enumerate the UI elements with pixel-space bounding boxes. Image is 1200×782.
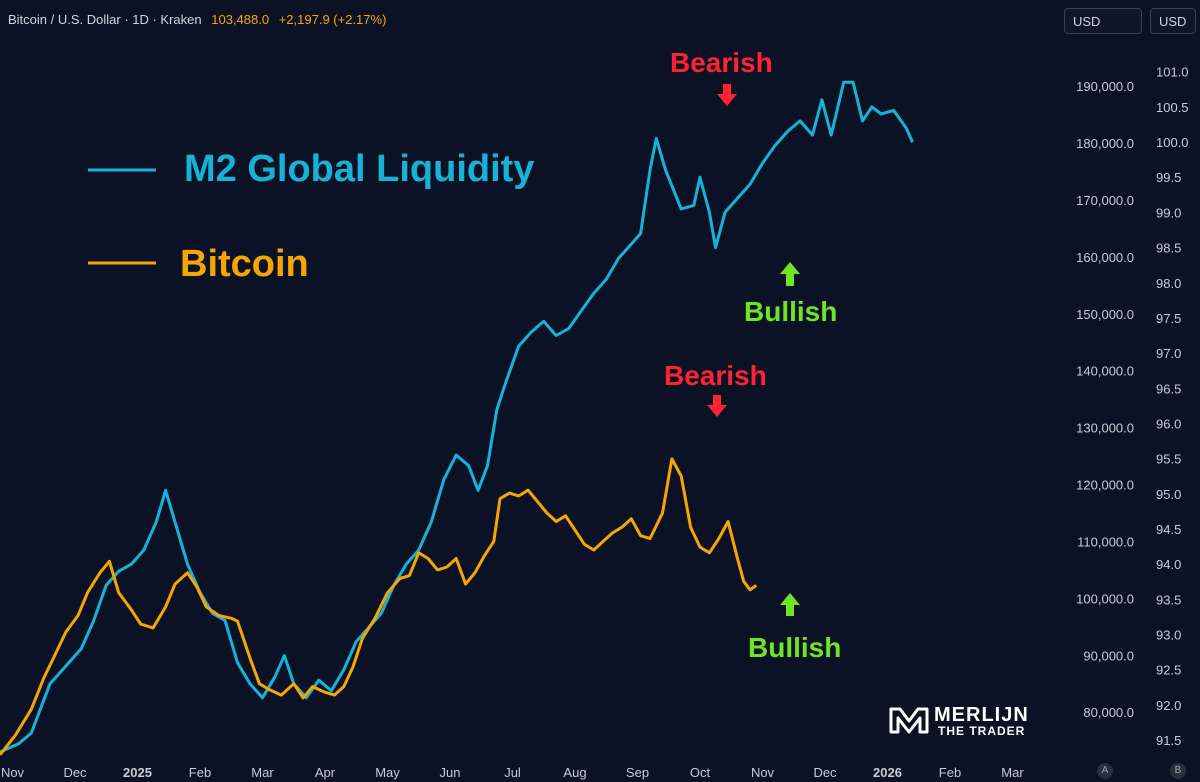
btc-bearish-arrow-icon [707, 395, 727, 417]
symbol-header: Bitcoin / U.S. Dollar · 1D · Kraken 103,… [8, 12, 386, 27]
symbol-title: Bitcoin / U.S. Dollar · 1D · Kraken [8, 12, 202, 27]
right-axis-tick-label: 100.5 [1156, 100, 1189, 115]
right-axis-currency-button[interactable]: USD [1150, 8, 1196, 34]
right-axis-tick-label: 98.0 [1156, 276, 1181, 291]
right-axis-tick-label: 98.5 [1156, 241, 1181, 256]
left-axis-tick-label: 160,000.0 [1076, 250, 1134, 265]
left-axis-tick-label: 80,000.0 [1083, 705, 1134, 720]
m2-bearish-arrow-icon [717, 84, 737, 106]
right-axis-tick-label: 97.0 [1156, 346, 1181, 361]
left-axis-tick-labels: 190,000.0 180,000.0 170,000.0 160,000.0 150,… [1076, 79, 1134, 720]
right-axis-tick-label: 93.5 [1156, 592, 1181, 607]
right-axis-tick-label: 91.5 [1156, 733, 1181, 748]
price-change: +2,197.9 (+2.17%) [278, 12, 387, 27]
x-axis-tick-label: Mar [1001, 765, 1024, 780]
right-axis-tick-label: 100.0 [1156, 135, 1189, 150]
right-axis-tick-label: 94.0 [1156, 557, 1181, 572]
logo-name: MERLIJN [934, 704, 1029, 726]
x-axis-tick-label: Jul [504, 765, 521, 780]
left-axis-tick-label: 120,000.0 [1076, 478, 1134, 493]
x-axis-tick-label: Jun [440, 765, 461, 780]
left-axis-currency-button[interactable]: USD [1064, 8, 1142, 34]
m2-global-liquidity-line [0, 80, 914, 754]
right-axis-tick-label: 99.5 [1156, 170, 1181, 185]
m2-bearish-label: Bearish [670, 47, 773, 78]
right-axis-tick-labels: 101.0 100.5 100.0 99.5 99.0 98.5 98.0 97.5 97.0 9… [1156, 65, 1189, 748]
right-axis-tick-label: 95.0 [1156, 487, 1181, 502]
right-axis-tick-label: 92.5 [1156, 663, 1181, 678]
x-axis-tick-label: May [375, 765, 400, 780]
logo-tagline: THE TRADER [938, 724, 1026, 738]
left-axis-tick-label: 100,000.0 [1076, 591, 1134, 606]
legend-label-m2: M2 Global Liquidity [184, 148, 534, 190]
left-axis-tick-label: 180,000.0 [1076, 136, 1134, 151]
left-axis-tick-label: 130,000.0 [1076, 421, 1134, 436]
x-axis-tick-label: Dec [63, 765, 87, 780]
left-axis-tick-label: 90,000.0 [1083, 648, 1134, 663]
m2-bullish-label: Bullish [744, 296, 837, 327]
merlijn-logo: MERLIJN THE TRADER [888, 704, 1048, 738]
x-axis-tick-label: Feb [939, 765, 961, 780]
auto-scale-button[interactable]: A [1097, 763, 1113, 779]
right-axis-tick-label: 97.5 [1156, 311, 1181, 326]
x-axis-tick-label: Feb [189, 765, 211, 780]
left-axis-tick-label: 190,000.0 [1076, 79, 1134, 94]
x-axis-tick-label: 2026 [873, 765, 902, 780]
bitcoin-line [0, 457, 758, 756]
x-axis-tick-label: Aug [563, 765, 586, 780]
x-axis-tick-label: Nov [751, 765, 775, 780]
x-axis-tick-label: 2025 [123, 765, 152, 780]
axis-b-button[interactable]: B [1170, 763, 1186, 779]
left-axis-tick-label: 150,000.0 [1076, 307, 1134, 322]
right-axis-tick-label: 96.5 [1156, 381, 1181, 396]
x-axis-tick-labels: Nov Dec 2025 Feb Mar Apr May Jun Jul Aug Sep Oct Nov… [1, 765, 1024, 780]
right-axis-tick-label: 96.0 [1156, 416, 1181, 431]
legend-label-btc: Bitcoin [180, 243, 309, 285]
right-axis-tick-label: 101.0 [1156, 65, 1189, 80]
merlijn-logo-mark-icon [889, 707, 929, 734]
right-axis-tick-label: 93.0 [1156, 628, 1181, 643]
right-axis-tick-label: 99.0 [1156, 205, 1181, 220]
right-axis-tick-label: 95.5 [1156, 452, 1181, 467]
x-axis-tick-label: Sep [626, 765, 649, 780]
x-axis-tick-label: Mar [251, 765, 274, 780]
x-axis-tick-label: Oct [690, 765, 711, 780]
left-axis-tick-label: 110,000.0 [1077, 534, 1134, 549]
btc-bullish-label: Bullish [748, 632, 841, 663]
right-axis-tick-label: 92.0 [1156, 698, 1181, 713]
x-axis-tick-label: Dec [813, 765, 837, 780]
x-axis-tick-label: Nov [1, 765, 25, 780]
btc-bullish-arrow-icon [780, 593, 800, 616]
btc-bearish-label: Bearish [664, 360, 767, 391]
right-axis-tick-label: 94.5 [1156, 522, 1181, 537]
x-axis-tick-label: Apr [315, 765, 336, 780]
left-axis-tick-label: 140,000.0 [1076, 364, 1134, 379]
last-price: 103,488.0 [211, 12, 270, 27]
m2-bullish-arrow-icon [780, 262, 800, 286]
left-axis-tick-label: 170,000.0 [1076, 193, 1134, 208]
